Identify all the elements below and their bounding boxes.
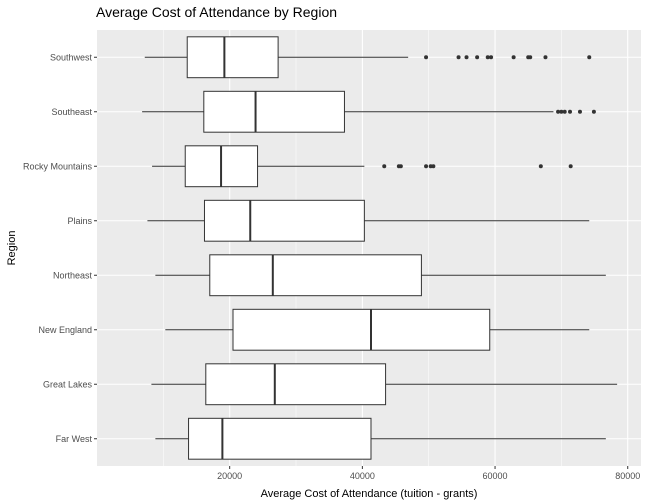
outlier-point — [543, 55, 548, 60]
outlier-point — [568, 109, 573, 114]
box-group — [151, 363, 618, 406]
box-group — [147, 199, 590, 242]
outlier-point — [464, 55, 469, 60]
outlier-point — [556, 109, 561, 114]
x-tick-label: 80000 — [615, 471, 640, 481]
y-tick-label: New England — [38, 325, 92, 335]
y-tick-label: Plains — [67, 216, 92, 226]
box-iqr — [188, 417, 372, 460]
box-iqr — [186, 36, 279, 79]
box-group — [142, 90, 596, 133]
y-tick-label: Great Lakes — [43, 379, 93, 389]
outlier-point — [577, 109, 582, 114]
box-group — [152, 145, 573, 188]
outlier-point — [559, 109, 564, 114]
x-axis-label: Average Cost of Attendance (tuition - gr… — [261, 488, 478, 500]
box-group — [144, 36, 592, 79]
outlier-point — [398, 164, 403, 169]
box-iqr — [232, 308, 491, 351]
y-tick-label: Southwest — [50, 52, 93, 62]
outlier-point — [456, 55, 461, 60]
boxes-layer — [142, 36, 618, 460]
outlier-point — [538, 164, 543, 169]
outlier-point — [489, 55, 494, 60]
outlier-point — [485, 55, 490, 60]
outlier-point — [431, 164, 436, 169]
y-axis: Far West Great Lakes New England Northeast P… — [23, 52, 97, 444]
outlier-point — [511, 55, 516, 60]
y-tick-label: Northeast — [53, 270, 93, 280]
outlier-point — [528, 55, 533, 60]
y-tick-label: Southeast — [51, 107, 92, 117]
box-iqr — [205, 363, 387, 406]
y-tick-label: Rocky Mountains — [23, 161, 93, 171]
outlier-point — [424, 164, 429, 169]
chart-title: Average Cost of Attendance by Region — [96, 4, 338, 20]
outlier-point — [587, 55, 592, 60]
x-tick-label: 40000 — [350, 471, 375, 481]
box-iqr — [203, 199, 365, 242]
outlier-point — [424, 55, 429, 60]
box-group — [155, 254, 606, 297]
outlier-point — [568, 164, 573, 169]
box-group — [165, 308, 590, 351]
y-tick-label: Far West — [56, 434, 93, 444]
outlier-point — [382, 164, 387, 169]
outlier-point — [475, 55, 480, 60]
box-iqr — [209, 254, 422, 297]
box-iqr — [203, 90, 345, 133]
outlier-point — [562, 109, 567, 114]
y-axis-label: Region — [6, 231, 18, 266]
box-group — [155, 417, 606, 460]
x-axis: 20000 40000 60000 80000 — [217, 466, 640, 481]
outlier-point — [591, 109, 596, 114]
x-tick-label: 20000 — [217, 471, 242, 481]
x-tick-label: 60000 — [483, 471, 508, 481]
